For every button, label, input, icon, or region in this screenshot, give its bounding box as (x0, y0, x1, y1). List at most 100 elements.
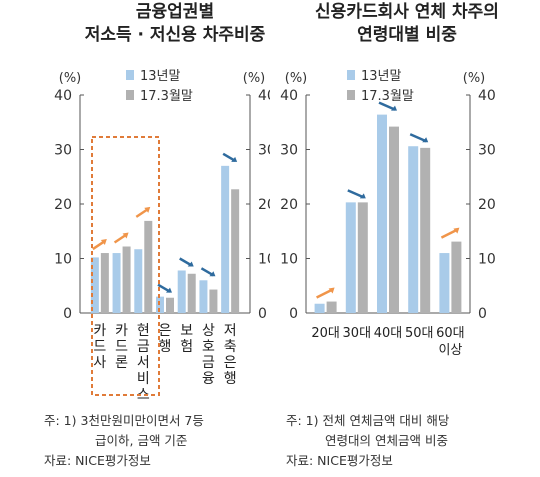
change-arrow-2 (347, 189, 365, 199)
y-tick-label-right: 20 (478, 197, 496, 213)
y-tick-label-left: 40 (280, 88, 298, 104)
y-tick-label-left: 20 (280, 197, 298, 213)
change-arrow-4 (409, 133, 427, 143)
left-note-1: 주: 1) 3천만원미만이면서 7등 (44, 413, 204, 428)
change-arrowhead-3 (144, 206, 151, 213)
y-unit-left: (%) (59, 71, 82, 86)
bar-2-4 (166, 297, 174, 313)
bar-1-4 (408, 146, 419, 313)
bar-2-7 (231, 189, 240, 313)
x-tick-label-1-char: 카 (93, 323, 106, 339)
legend-label-2: 17.3월말 (140, 89, 193, 104)
y-tick-label-left: 10 (54, 252, 72, 268)
bar-2-1 (326, 301, 337, 313)
bar-1-2 (112, 253, 121, 313)
left-chart-title-line2: 저소득 · 저신용 차주비중 (84, 25, 266, 45)
legend-label-2: 17.3월말 (361, 89, 414, 104)
legend-swatch-1 (126, 70, 134, 80)
change-arrowhead-3 (391, 105, 397, 111)
x-tick-label-5-char: 험 (180, 339, 193, 355)
x-tick-label-2-char: 론 (115, 355, 128, 371)
x-tick-label-2-char: 드 (115, 339, 128, 355)
y-tick-label-left: 10 (280, 252, 298, 268)
y-tick-label-left: 20 (54, 197, 72, 213)
y-tick-label-right: 40 (478, 88, 496, 104)
y-tick-label-right: 40 (258, 88, 270, 104)
bar-1-5 (439, 253, 450, 313)
bar-2-6 (209, 289, 218, 313)
change-arrowhead-6 (209, 271, 216, 277)
y-tick-label-right: 10 (478, 252, 496, 268)
bar-2-3 (144, 220, 153, 313)
change-arrowhead-5 (453, 227, 460, 234)
left-note-2: 급이하, 금액 기준 (95, 433, 188, 448)
change-arrowhead-2 (359, 193, 366, 199)
legend-label-1: 13년말 (361, 69, 402, 84)
bar-1-1 (90, 257, 99, 313)
bar-1-3 (377, 114, 387, 313)
change-arrow-3 (378, 101, 396, 111)
x-tick-label-3: 40대 (374, 326, 403, 341)
right-note-2: 연령대의 연체금액 비중 (325, 433, 448, 448)
x-tick-label-3-char: 비 (137, 371, 150, 387)
x-tick-label-1: 20대 (311, 326, 340, 341)
x-tick-label-2: 30대 (343, 326, 372, 341)
change-arrowhead-4 (166, 287, 172, 293)
x-tick-label-3-char: 금 (137, 339, 150, 355)
y-tick-label-right: 30 (258, 143, 270, 159)
left-note-source: 자료: NICE평가정보 (44, 453, 151, 468)
x-tick-label-6-char: 융 (202, 371, 215, 387)
x-tick-label-3-char: 서 (137, 355, 150, 371)
y-tick-label-left: 30 (54, 143, 72, 159)
x-tick-label-4-char: 행 (159, 339, 172, 355)
right-chart-title-line1: 신용카드회사 연체 차주의 (315, 2, 499, 22)
bar-1-3 (134, 249, 143, 313)
y-tick-label-right: 0 (258, 306, 267, 322)
x-tick-label-7-char: 축 (224, 339, 237, 355)
x-tick-label-5: 이상 (438, 343, 462, 358)
change-arrow-5 (440, 228, 458, 239)
bar-1-1 (314, 303, 325, 313)
right-note-1: 주: 1) 전체 연체금액 대비 해당 (286, 413, 450, 428)
change-arrowhead-1 (100, 239, 107, 246)
bar-2-4 (420, 147, 431, 313)
bar-1-6 (199, 280, 208, 313)
x-tick-label-6-char: 호 (202, 339, 215, 355)
x-tick-label-6-char: 상 (202, 323, 215, 339)
change-arrowhead-7 (231, 156, 238, 162)
x-tick-label-7-char: 은 (224, 355, 237, 371)
y-tick-label-left: 30 (280, 143, 298, 159)
bar-2-2 (122, 246, 131, 313)
y-unit-right: (%) (463, 71, 486, 86)
right-note-source: 자료: NICE평가정보 (286, 453, 393, 468)
y-tick-label-left: 40 (54, 88, 72, 104)
y-unit-right: (%) (243, 71, 266, 86)
bar-1-7 (221, 165, 230, 313)
bar-1-2 (345, 202, 356, 313)
bar-2-5 (451, 241, 462, 313)
x-tick-label-6-char: 금 (202, 355, 215, 371)
left-chart-title-line1: 금융업권별 (135, 2, 215, 22)
legend-swatch-2 (126, 90, 134, 100)
right-bar-chart: 0 0 10 10 20 20 30 30 40 40 (%) (%) 13년말 17.3월말 20대 30대… (280, 69, 496, 358)
y-tick-label-left: 0 (289, 306, 298, 322)
y-tick-label-right: 10 (258, 252, 270, 268)
x-tick-label-1-char: 드 (93, 339, 106, 355)
legend-label-1: 13년말 (140, 69, 181, 84)
card-company-highlight-box (91, 136, 160, 396)
bar-2-3 (389, 126, 399, 313)
y-tick-label-right: 30 (478, 143, 496, 159)
y-tick-label-right: 0 (478, 306, 487, 322)
x-tick-label-7-char: 행 (224, 371, 237, 387)
x-tick-label-2-char: 카 (115, 323, 128, 339)
x-tick-label-4-char: 은 (159, 323, 172, 339)
bar-2-1 (100, 253, 109, 313)
change-arrow-1 (316, 288, 334, 299)
y-unit-left: (%) (285, 71, 308, 86)
bar-2-2 (357, 202, 368, 313)
y-tick-label-left: 0 (63, 306, 72, 322)
x-tick-label-1-char: 사 (93, 355, 106, 371)
left-bar-chart: 0 0 10 10 20 20 30 30 40 40 (%) (%) 13년말 17.3월말카드사카드론… (54, 69, 270, 400)
change-arrowhead-4 (422, 137, 429, 143)
change-arrowhead-5 (187, 261, 194, 267)
